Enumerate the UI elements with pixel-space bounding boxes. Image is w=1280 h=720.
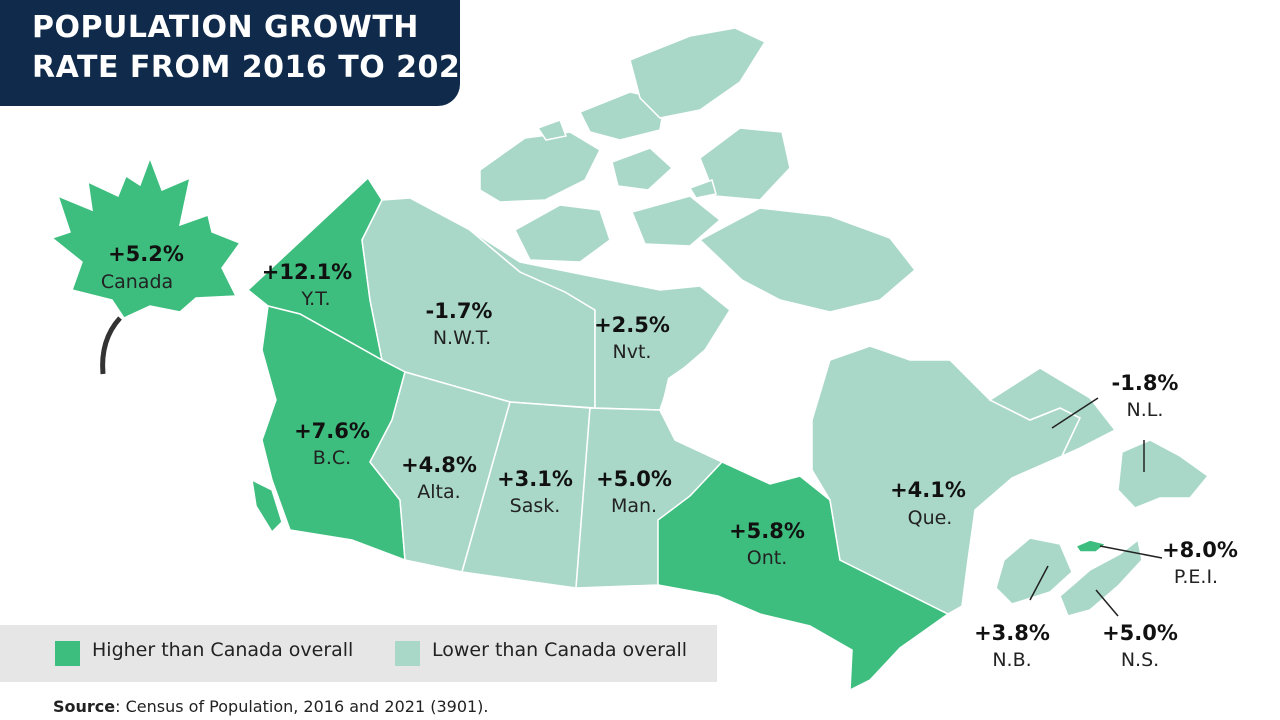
hudson-bay bbox=[660, 350, 812, 484]
source-label: Source bbox=[53, 697, 116, 716]
pei-value: +8.0% bbox=[1162, 538, 1238, 562]
mb-name: Man. bbox=[611, 495, 657, 517]
on-name: Ont. bbox=[747, 547, 788, 569]
nwt-value: -1.7% bbox=[426, 299, 493, 323]
region-pei bbox=[1074, 539, 1108, 553]
source-note: Source: Census of Population, 2016 and 2… bbox=[53, 697, 489, 716]
region-bc-island bbox=[251, 478, 283, 534]
pei-name: P.E.I. bbox=[1174, 566, 1218, 588]
region-nl-labrador bbox=[988, 367, 1117, 458]
source-text: : Census of Population, 2016 and 2021 (3… bbox=[115, 697, 489, 716]
bc-name: B.C. bbox=[313, 447, 351, 469]
sk-value: +3.1% bbox=[497, 467, 573, 491]
nl-value: -1.8% bbox=[1112, 371, 1179, 395]
region-nb bbox=[995, 537, 1073, 605]
arctic-islands bbox=[479, 27, 917, 313]
ns-value: +5.0% bbox=[1102, 621, 1178, 645]
region-on bbox=[657, 461, 950, 692]
mb-value: +5.0% bbox=[596, 467, 672, 491]
title-line-2: RATE FROM 2016 TO 2021 bbox=[32, 50, 482, 85]
nl-name: N.L. bbox=[1127, 399, 1164, 421]
legend-swatch-higher bbox=[55, 641, 80, 666]
canada-value: +5.2% bbox=[108, 242, 184, 266]
ab-value: +4.8% bbox=[401, 453, 477, 477]
legend-label-higher: Higher than Canada overall bbox=[92, 639, 354, 661]
leader-lines bbox=[1029, 397, 1163, 617]
nwt-name: N.W.T. bbox=[433, 327, 491, 349]
qc-value: +4.1% bbox=[890, 478, 966, 502]
nb-value: +3.8% bbox=[974, 621, 1050, 645]
nvt-value: +2.5% bbox=[594, 313, 670, 337]
ns-name: N.S. bbox=[1121, 649, 1159, 671]
on-value: +5.8% bbox=[729, 519, 805, 543]
region-nl-island bbox=[1117, 439, 1210, 509]
bc-value: +7.6% bbox=[294, 419, 370, 443]
canada-name: Canada bbox=[101, 271, 173, 293]
maple-leaf-icon bbox=[50, 155, 242, 375]
nvt-name: Nvt. bbox=[613, 341, 652, 363]
title-line-1: POPULATION GROWTH bbox=[32, 10, 419, 45]
qc-name: Que. bbox=[908, 507, 953, 529]
region-labels: +5.2% Canada +12.1% Y.T. -1.7% N.W.T. +2… bbox=[101, 242, 1238, 671]
sk-name: Sask. bbox=[510, 495, 561, 517]
legend-label-lower: Lower than Canada overall bbox=[432, 639, 688, 661]
region-qc bbox=[811, 345, 1081, 615]
legend: Higher than Canada overall Lower than Ca… bbox=[0, 625, 717, 682]
nb-name: N.B. bbox=[992, 649, 1031, 671]
region-nvt bbox=[469, 229, 731, 411]
yt-name: Y.T. bbox=[300, 288, 330, 310]
yt-value: +12.1% bbox=[262, 260, 352, 284]
legend-swatch-lower bbox=[395, 641, 420, 666]
maple-leaf-shape bbox=[50, 155, 242, 319]
title-banner: POPULATION GROWTH RATE FROM 2016 TO 2021 bbox=[0, 0, 481, 106]
ab-name: Alta. bbox=[417, 481, 460, 503]
region-ns bbox=[1059, 538, 1143, 617]
